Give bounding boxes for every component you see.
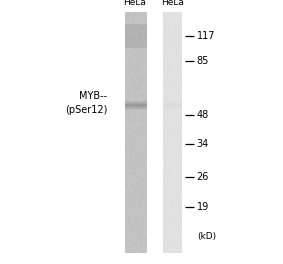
Text: MYB--: MYB--: [80, 91, 108, 101]
Text: HeLa: HeLa: [161, 0, 183, 7]
Text: HeLa: HeLa: [124, 0, 146, 7]
Text: 34: 34: [197, 139, 209, 149]
Text: 48: 48: [197, 110, 209, 120]
Text: (kD): (kD): [198, 232, 217, 241]
Text: 26: 26: [197, 172, 209, 182]
Text: 19: 19: [197, 202, 209, 212]
Text: 117: 117: [197, 31, 215, 41]
Text: 85: 85: [197, 56, 209, 66]
Text: (pSer12): (pSer12): [65, 105, 108, 115]
